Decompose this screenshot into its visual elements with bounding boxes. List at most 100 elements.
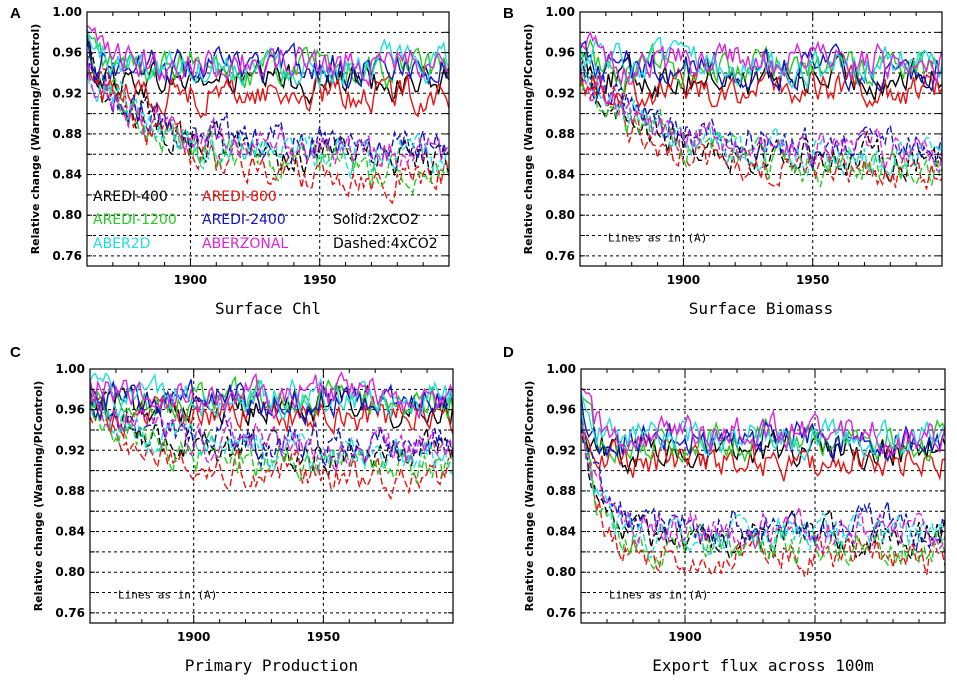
panel-label: D xyxy=(503,344,514,361)
y-axis-title: Relative change (Warming/PIControl) xyxy=(522,24,535,255)
series-line-aberzonal-4xco2 xyxy=(87,54,449,168)
x-tick-label: 1900 xyxy=(177,630,210,644)
lines-note: Lines as in (A) xyxy=(608,232,707,245)
y-axis: 0.76 0.80 0.84 0.88 0.92 0.96 1.00 xyxy=(52,5,449,263)
y-axis: 0.76 0.80 0.84 0.88 0.92 0.96 1.00 xyxy=(55,362,453,620)
y-tick-label: 0.88 xyxy=(545,127,575,141)
x-axis: 1900 1950 xyxy=(605,12,917,287)
series-line-aber2d-4xco2 xyxy=(581,405,945,559)
series-line-aredi-800-4xco2 xyxy=(90,401,453,501)
x-tick-label: 1950 xyxy=(796,273,829,287)
y-tick-label: 1.00 xyxy=(545,5,575,19)
y-tick-label: 0.96 xyxy=(55,403,85,417)
x-tick-label: 1900 xyxy=(174,273,207,287)
x-axis-title: Export flux across 100m xyxy=(652,656,874,675)
y-axis-title: Relative change (Warming/PIControl) xyxy=(523,381,536,612)
legend-entry-aredi-800: AREDI-800 xyxy=(202,189,277,205)
x-tick-label: 1950 xyxy=(307,630,340,644)
legend-note-dashed: Dashed:4xCO2 xyxy=(333,236,438,252)
series-line-aredi-400-2xco2 xyxy=(580,50,942,104)
series-line-aredi-800-2xco2 xyxy=(87,58,449,119)
y-axis-title: Relative change (Warming/PIControl) xyxy=(29,24,42,255)
series-lines xyxy=(90,371,453,501)
panel-a: A 0.76 0.80 0.84 0.88 0.92 0.96 1.00 1900 1950 Sur… xyxy=(10,5,450,318)
y-tick-label: 0.96 xyxy=(52,46,82,60)
y-tick-label: 0.76 xyxy=(546,606,576,620)
x-axis: 1900 1950 xyxy=(606,369,920,644)
series-line-aredi-1200-4xco2 xyxy=(580,70,942,189)
y-tick-label: 0.76 xyxy=(55,606,85,620)
panel-label: B xyxy=(503,5,514,22)
y-tick-label: 1.00 xyxy=(52,5,82,19)
gridlines xyxy=(581,369,945,623)
y-axis: 0.76 0.80 0.84 0.88 0.92 0.96 1.00 xyxy=(545,5,942,263)
series-line-aredi-2400-4xco2 xyxy=(581,417,945,553)
panel-label: A xyxy=(10,5,21,22)
panel-d: D 0.76 0.80 0.84 0.88 0.92 0.96 1.00 1900 1950 Exp… xyxy=(503,344,946,675)
legend-entry-aber2d: ABER2D xyxy=(93,236,150,252)
x-tick-label: 1950 xyxy=(798,630,831,644)
lines-note: Lines as in (A) xyxy=(609,589,708,602)
y-tick-label: 0.80 xyxy=(545,208,575,222)
series-line-aredi-800-4xco2 xyxy=(580,62,942,190)
y-tick-label: 0.92 xyxy=(55,443,85,457)
series-line-aredi-800-4xco2 xyxy=(87,62,449,205)
y-tick-label: 0.84 xyxy=(55,525,85,539)
y-tick-label: 0.84 xyxy=(52,168,82,182)
y-tick-label: 0.96 xyxy=(546,403,576,417)
series-line-aberzonal-4xco2 xyxy=(90,394,453,474)
y-tick-label: 0.76 xyxy=(52,249,82,263)
series-line-aredi-400-4xco2 xyxy=(581,426,945,561)
x-tick-label: 1950 xyxy=(303,273,336,287)
y-tick-label: 1.00 xyxy=(546,362,576,376)
series-line-aredi-800-2xco2 xyxy=(581,416,945,482)
series-line-aberzonal-4xco2 xyxy=(580,71,942,173)
series-line-aberzonal-4xco2 xyxy=(581,422,945,554)
y-axis: 0.76 0.80 0.84 0.88 0.92 0.96 1.00 xyxy=(546,362,945,620)
x-tick-label: 1900 xyxy=(667,273,700,287)
series-line-aber2d-2xco2 xyxy=(581,390,945,462)
y-tick-label: 0.80 xyxy=(52,208,82,222)
x-axis-title: Primary Production xyxy=(185,656,358,675)
series-line-aredi-1200-2xco2 xyxy=(87,32,449,91)
series-line-aber2d-4xco2 xyxy=(87,66,449,179)
series-line-aberzonal-2xco2 xyxy=(90,371,453,420)
series-line-aredi-2400-4xco2 xyxy=(90,390,453,469)
x-axis-title: Surface Chl xyxy=(215,299,321,318)
series-lines xyxy=(581,387,945,577)
series-line-aber2d-2xco2 xyxy=(90,372,453,420)
series-line-aredi-2400-4xco2 xyxy=(87,63,449,166)
y-tick-label: 0.84 xyxy=(546,525,576,539)
series-lines xyxy=(87,25,449,205)
panel-b: B 0.76 0.80 0.84 0.88 0.92 0.96 1.00 1900 1950 Sur… xyxy=(503,5,943,318)
series-line-aber2d-4xco2 xyxy=(90,396,453,476)
x-axis: 1900 1950 xyxy=(112,12,424,287)
series-line-aredi-2400-2xco2 xyxy=(90,379,453,427)
series-lines xyxy=(580,30,942,190)
y-tick-label: 0.92 xyxy=(546,443,576,457)
y-tick-label: 0.96 xyxy=(545,46,575,60)
series-line-aberzonal-2xco2 xyxy=(87,25,449,88)
legend-entry-aredi-400: AREDI-400 xyxy=(93,189,168,205)
x-axis-title: Surface Biomass xyxy=(689,299,834,318)
y-tick-label: 0.88 xyxy=(55,484,85,498)
y-tick-label: 0.84 xyxy=(545,168,575,182)
series-line-aberzonal-2xco2 xyxy=(581,387,945,457)
x-axis: 1900 1950 xyxy=(115,369,428,644)
series-line-aber2d-2xco2 xyxy=(580,36,942,91)
y-tick-label: 0.88 xyxy=(52,127,82,141)
y-tick-label: 0.92 xyxy=(545,86,575,100)
series-line-aredi-1200-4xco2 xyxy=(581,400,945,571)
series-line-aredi-400-4xco2 xyxy=(580,60,942,185)
x-tick-label: 1900 xyxy=(668,630,701,644)
legend-note-solid: Solid:2xCO2 xyxy=(333,212,419,228)
panel-label: C xyxy=(10,344,21,361)
legend: AREDI-400 AREDI-800 AREDI-1200 AREDI-2400 AB… xyxy=(93,189,438,252)
series-line-aredi-800-2xco2 xyxy=(580,64,942,109)
y-tick-label: 0.76 xyxy=(545,249,575,263)
lines-note: Lines as in (A) xyxy=(118,589,217,602)
series-line-aredi-800-4xco2 xyxy=(581,413,945,577)
legend-entry-aberzonal: ABERZONAL xyxy=(202,236,288,252)
series-line-aber2d-2xco2 xyxy=(87,27,449,88)
